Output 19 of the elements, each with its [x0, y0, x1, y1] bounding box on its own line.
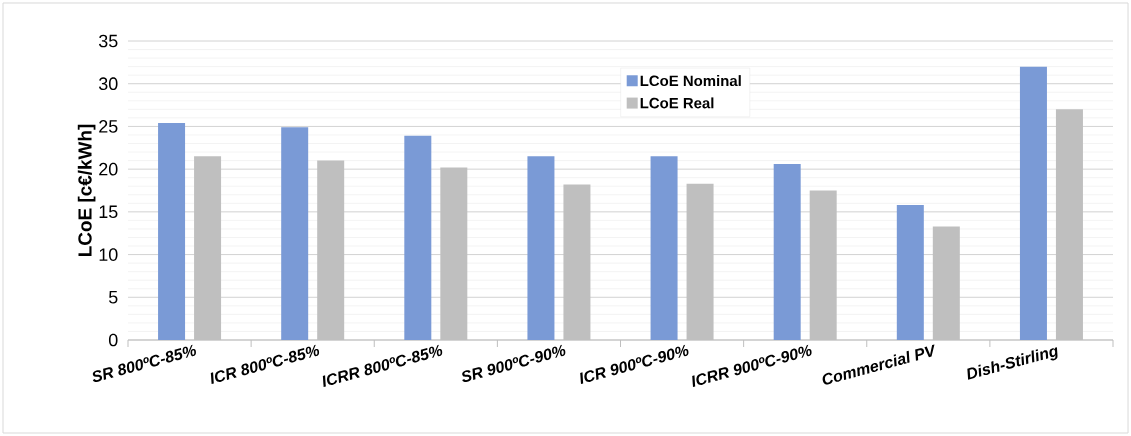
bar	[650, 156, 678, 340]
y-tick-label: 20	[99, 162, 118, 176]
legend-label: LCoE Real	[640, 97, 714, 109]
y-tick-label: 10	[99, 248, 118, 261]
y-tick-label: 35	[98, 34, 118, 48]
y-tick-label: 0	[108, 333, 118, 347]
bar	[1019, 66, 1047, 340]
y-axis-title: LCoE [c€/kWh]	[77, 124, 96, 257]
bar	[527, 156, 555, 340]
y-tick-label: 25	[99, 120, 118, 133]
y-tick-label: 5	[108, 291, 118, 304]
bar	[158, 123, 186, 340]
y-tick-label: 30	[98, 77, 118, 91]
y-tick-label: 15	[99, 205, 118, 219]
bar	[896, 205, 924, 340]
bar	[404, 135, 432, 340]
bar	[773, 164, 801, 340]
bar	[281, 127, 309, 340]
legend-label: LCoE Nominal	[640, 75, 741, 87]
